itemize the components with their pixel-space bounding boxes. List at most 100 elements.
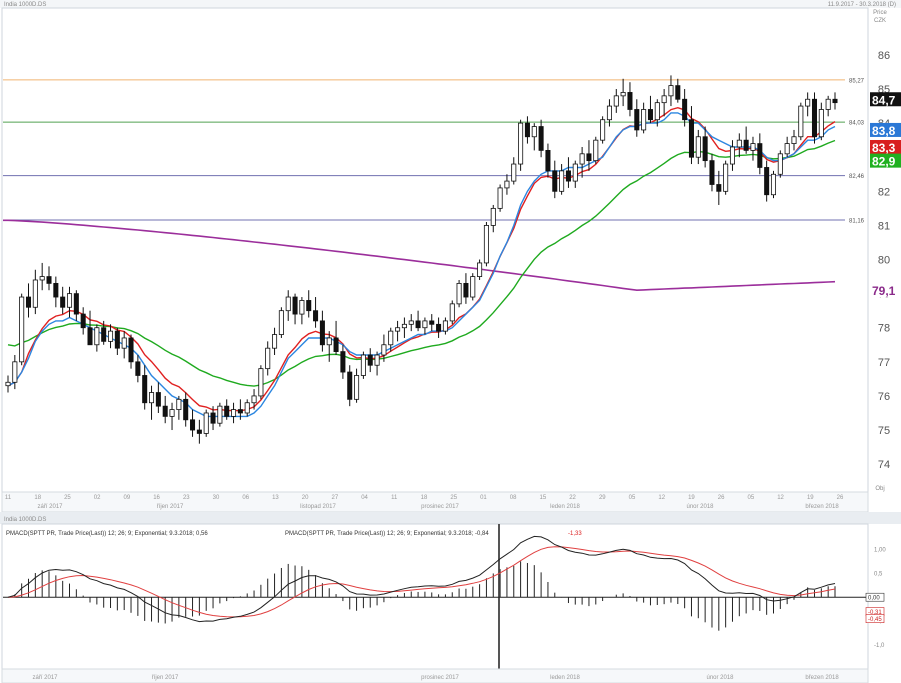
x-day-tick: 29	[599, 495, 606, 501]
candle-body-down	[709, 160, 715, 185]
candle-body-down	[627, 92, 633, 110]
macd-tag: -0,45	[868, 617, 882, 623]
candle-body-up	[176, 398, 182, 410]
candle	[340, 344, 346, 379]
candle	[217, 402, 223, 427]
x-day-tick: 13	[272, 495, 279, 501]
candle-body-down	[702, 136, 708, 162]
macd-legend-left: PMACD(SPTT PR, Trade Price(Last)) 12; 26…	[6, 531, 208, 537]
candle	[798, 102, 804, 141]
candle	[661, 89, 667, 117]
x-axis-months: září 2017 říjen 2017 listopad 2017 prosinec…	[37, 504, 839, 510]
candle-body-up	[668, 85, 674, 97]
candle	[121, 331, 127, 359]
candle-body-down	[565, 170, 571, 182]
macd-tag-bg	[865, 592, 885, 602]
x-day-tick: 30	[213, 495, 220, 501]
price-y-tick: 76	[878, 391, 890, 403]
candle	[723, 160, 729, 195]
candle-body-up	[217, 405, 223, 424]
candle	[381, 334, 387, 362]
candle-body-up	[661, 95, 667, 104]
candle-body-down	[743, 139, 749, 151]
candle-body-down	[675, 85, 681, 100]
candle	[442, 317, 448, 335]
candle	[244, 399, 250, 417]
price-tag-bg	[870, 92, 901, 107]
macd-x-axis-months: září 2017 říjen 2017 prosinec 2017 leden 20…	[32, 675, 839, 681]
candle	[422, 317, 428, 335]
candle-body-up	[559, 170, 565, 192]
candle-body-up	[818, 109, 824, 138]
candle	[272, 327, 278, 356]
candle	[531, 123, 537, 151]
panel-separator[interactable]	[0, 512, 901, 524]
candle-body-up	[736, 139, 742, 148]
price-tag: 83,8	[872, 124, 896, 138]
candle-body-up	[422, 320, 428, 329]
candle	[326, 331, 332, 362]
ema-mid-line	[7, 106, 836, 412]
candle	[39, 262, 45, 291]
candle	[565, 157, 571, 188]
price-tag: 79,1	[872, 284, 896, 298]
candle	[613, 89, 619, 113]
macd-tags: 0,00 -0,31-0,45	[865, 592, 885, 623]
candle-body-up	[518, 122, 524, 165]
price-tag: 84,7	[872, 93, 896, 107]
candle-body-up	[606, 105, 612, 121]
candle	[5, 375, 11, 393]
candle	[675, 78, 681, 103]
candle	[641, 102, 647, 134]
candle	[367, 348, 373, 373]
price-tag-bg	[870, 153, 901, 168]
candle-body-up	[483, 225, 489, 264]
candle-body-up	[401, 323, 407, 329]
candle	[292, 293, 298, 325]
candle-body-up	[531, 126, 537, 138]
price-y-axis: 86858483828180797877767574	[878, 50, 890, 471]
header-strip	[0, 0, 901, 8]
candle	[60, 286, 66, 315]
candle	[593, 136, 599, 165]
candle-body-down	[347, 371, 353, 400]
price-y-tick: 82	[878, 186, 890, 198]
candle	[449, 300, 455, 325]
candle	[169, 402, 175, 431]
macd-y-tick: 1,00	[874, 548, 886, 554]
candle	[155, 382, 161, 413]
candle	[702, 126, 708, 168]
candle	[695, 129, 701, 165]
candle-body-up	[374, 354, 380, 366]
candle-body-up	[654, 102, 660, 121]
x-day-tick: 09	[124, 495, 131, 501]
macd-tag-bg	[865, 614, 885, 623]
candle-body-up	[285, 296, 291, 312]
candle-body-up	[299, 300, 305, 315]
candle	[832, 92, 838, 110]
candle-body-up	[511, 163, 517, 182]
candle	[354, 368, 360, 403]
candle-body-down	[101, 327, 107, 342]
candle	[210, 406, 216, 431]
candle	[436, 317, 442, 338]
candle-body-up	[504, 180, 510, 189]
candle-body-up	[278, 310, 284, 335]
candle-body-up	[497, 187, 503, 209]
candle-body-down	[162, 405, 168, 417]
candle	[784, 136, 790, 158]
price-y-tick: 75	[878, 425, 890, 437]
candle	[634, 99, 640, 137]
macd-panel-title: India 1000D.DS	[4, 517, 46, 523]
candle	[463, 273, 469, 304]
price-y-tick: 81	[878, 220, 890, 232]
candle-body-up	[620, 92, 626, 97]
level-label: 84,03	[849, 121, 865, 127]
macd-x-month-label: prosinec 2017	[421, 675, 459, 681]
x-month-label: prosinec 2017	[421, 504, 459, 510]
candle-body-down	[80, 313, 86, 329]
candle-body-down	[142, 375, 148, 404]
candle-body-down	[53, 282, 59, 298]
x-month-label: únor 2018	[686, 504, 714, 510]
candle	[627, 82, 633, 117]
